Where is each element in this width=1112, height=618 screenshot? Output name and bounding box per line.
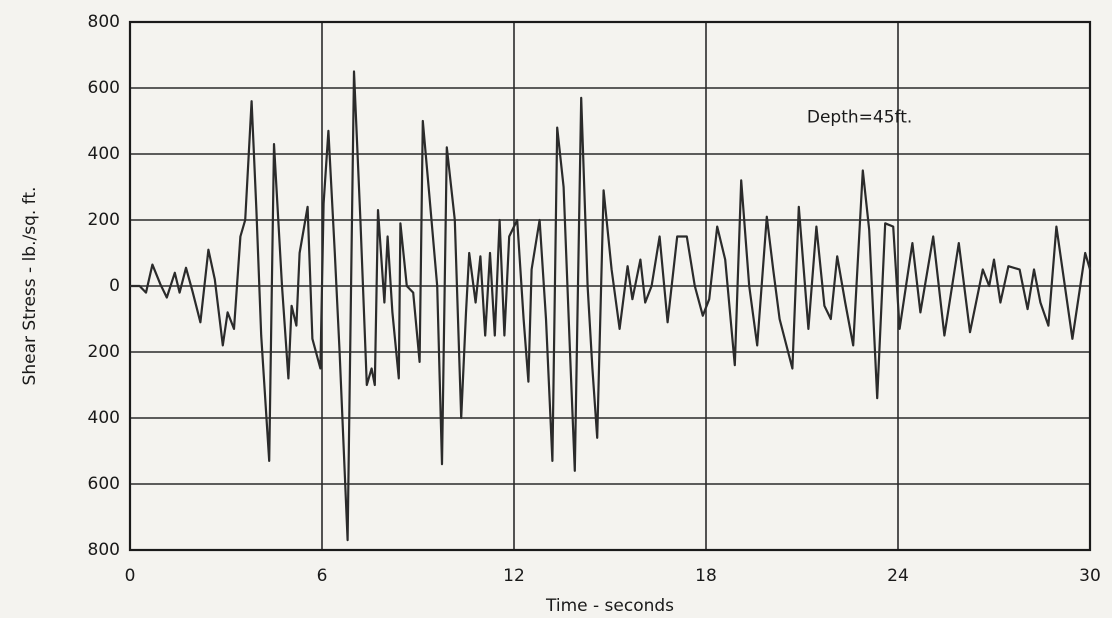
y-tick-label: 800 xyxy=(88,12,120,32)
annotation: Depth=45ft. xyxy=(807,108,912,128)
y-tick-label: 200 xyxy=(88,342,120,362)
data-line xyxy=(130,70,1092,542)
y-tick-label: 0 xyxy=(109,276,120,296)
y-tick-label: 200 xyxy=(88,210,120,230)
y-tick-label: 400 xyxy=(88,144,120,164)
x-tick-label: 30 xyxy=(1079,566,1101,586)
y-tick-label: 400 xyxy=(88,408,120,428)
y-tick-label: 800 xyxy=(88,540,120,560)
x-tick-label: 12 xyxy=(503,566,525,586)
x-axis-label: Time - seconds xyxy=(545,596,674,616)
y-axis-label: Shear Stress - lb./sq. ft. xyxy=(20,187,40,386)
x-tick-label: 24 xyxy=(887,566,909,586)
y-tick-label: 600 xyxy=(88,78,120,98)
x-tick-label: 18 xyxy=(695,566,717,586)
x-tick-label: 6 xyxy=(317,566,328,586)
y-tick-label: 600 xyxy=(88,474,120,494)
x-tick-label: 0 xyxy=(125,566,136,586)
